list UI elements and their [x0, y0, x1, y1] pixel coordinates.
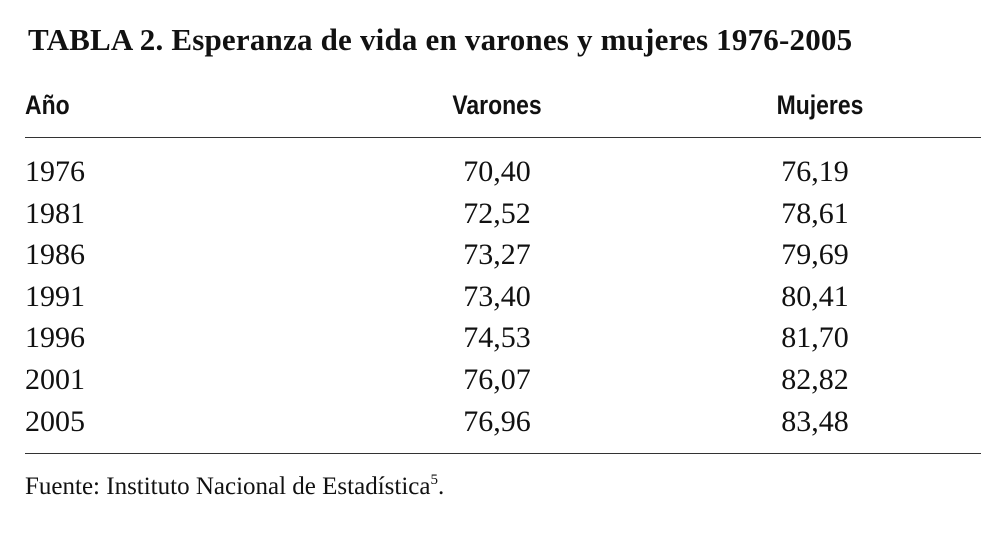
year-cell: 2001 — [25, 363, 85, 396]
value-cell: 80,41 — [781, 279, 849, 313]
bottom-rule — [25, 453, 981, 454]
value-cell: 76,19 — [781, 155, 849, 188]
year-cell: 1981 — [25, 196, 85, 230]
value-cell: 73,40 — [463, 279, 531, 313]
table-title: TABLA 2. Esperanza de vida en varones y … — [28, 22, 853, 57]
value-cell: 76,96 — [463, 404, 531, 438]
source-note: Fuente: Instituto Nacional de Estadístic… — [25, 472, 444, 501]
header-rule — [25, 137, 981, 138]
value-cell: 79,69 — [781, 238, 849, 272]
value-cell: 74,53 — [463, 321, 531, 355]
year-cell: 1986 — [25, 238, 85, 272]
column-header: Varones — [452, 90, 542, 120]
column-header: Año — [25, 90, 70, 120]
year-cell: 2005 — [25, 404, 85, 438]
value-cell: 83,48 — [781, 404, 849, 438]
year-cell: 1996 — [25, 321, 85, 355]
year-cell: 1991 — [25, 279, 85, 313]
footnote-ref: 5 — [430, 472, 438, 488]
column-header: Mujeres — [776, 90, 864, 120]
value-cell: 78,61 — [781, 196, 849, 230]
value-cell: 76,07 — [463, 363, 531, 396]
value-cell: 72,52 — [463, 196, 531, 230]
source-end: . — [437, 473, 445, 500]
value-cell: 81,70 — [781, 321, 849, 355]
year-cell: 1976 — [25, 155, 85, 188]
value-cell: 70,40 — [463, 155, 531, 188]
value-cell: 82,82 — [781, 363, 849, 396]
value-cell: 73,27 — [463, 238, 531, 272]
source-text: Fuente: Instituto Nacional de Estadístic… — [25, 473, 431, 500]
